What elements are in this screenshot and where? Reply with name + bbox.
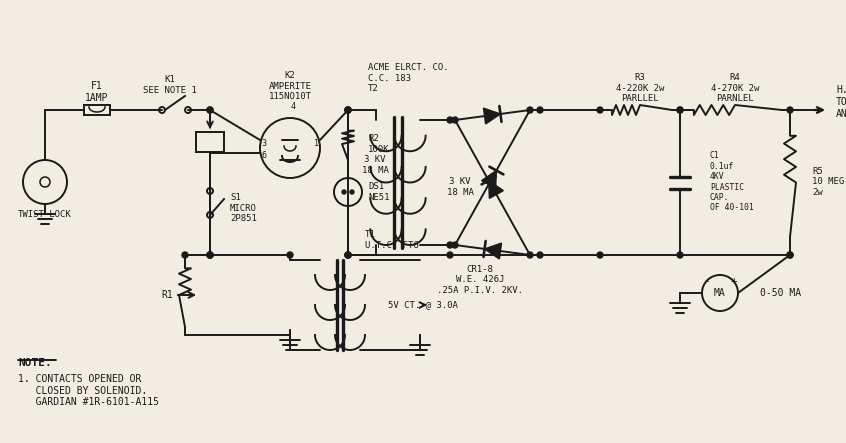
Bar <box>196 132 224 152</box>
Circle shape <box>677 252 683 258</box>
Circle shape <box>345 107 351 113</box>
Circle shape <box>207 107 213 113</box>
Circle shape <box>447 242 453 248</box>
Text: C1
0.1uf
4KV
PLASTIC
CAP.
OF 40-101: C1 0.1uf 4KV PLASTIC CAP. OF 40-101 <box>710 152 754 213</box>
Circle shape <box>447 117 453 123</box>
Text: T1
U.T.C. FT6: T1 U.T.C. FT6 <box>365 230 419 250</box>
Text: K2
AMPERITE
115NO10T: K2 AMPERITE 115NO10T <box>268 71 311 101</box>
Circle shape <box>677 107 683 113</box>
Text: H.V.
TO
ANODE: H.V. TO ANODE <box>836 85 846 119</box>
Circle shape <box>597 252 603 258</box>
Text: 6: 6 <box>261 152 266 160</box>
Text: -: - <box>703 276 710 286</box>
Text: 1: 1 <box>314 140 318 148</box>
Circle shape <box>342 190 346 194</box>
Circle shape <box>597 107 603 113</box>
Circle shape <box>207 252 213 258</box>
Circle shape <box>452 242 458 248</box>
Text: DS1
NE51: DS1 NE51 <box>368 183 389 202</box>
Text: NOTE.: NOTE. <box>18 358 52 368</box>
Circle shape <box>447 252 453 258</box>
Circle shape <box>677 107 683 113</box>
Text: CR1-8
W.E. 426J
.25A P.I.V. 2KV.: CR1-8 W.E. 426J .25A P.I.V. 2KV. <box>437 265 523 295</box>
Bar <box>84 105 110 115</box>
Circle shape <box>537 252 543 258</box>
Circle shape <box>207 252 213 258</box>
Circle shape <box>345 107 351 113</box>
Text: MA: MA <box>714 288 726 298</box>
Circle shape <box>207 107 213 113</box>
Polygon shape <box>485 243 502 259</box>
Text: K1
SEE NOTE 1: K1 SEE NOTE 1 <box>143 75 197 95</box>
Circle shape <box>527 252 533 258</box>
Text: TWIST-LOCK: TWIST-LOCK <box>18 210 72 218</box>
Circle shape <box>527 107 533 113</box>
Polygon shape <box>481 171 497 188</box>
Text: 0-50 MA: 0-50 MA <box>760 288 801 298</box>
Text: ACME ELRCT. CO.
C.C. 183
T2: ACME ELRCT. CO. C.C. 183 T2 <box>368 63 448 93</box>
Text: 1. CONTACTS OPENED OR
   CLOSED BY SOLENOID.
   GARDIAN #1R-6101-A115: 1. CONTACTS OPENED OR CLOSED BY SOLENOID… <box>18 374 159 407</box>
Circle shape <box>207 252 213 258</box>
Text: S1
MICRO
2P851: S1 MICRO 2P851 <box>230 193 257 223</box>
Text: R3
4-220K 2w
PARLLEL: R3 4-220K 2w PARLLEL <box>616 73 664 103</box>
Text: 3 KV
18 MA: 3 KV 18 MA <box>447 177 474 197</box>
Circle shape <box>182 252 188 258</box>
Circle shape <box>537 107 543 113</box>
Text: 5V CT. @ 3.0A: 5V CT. @ 3.0A <box>388 300 458 310</box>
Circle shape <box>452 117 458 123</box>
Circle shape <box>345 107 351 113</box>
Text: R5
10 MEG
2w: R5 10 MEG 2w <box>812 167 844 197</box>
Text: R1: R1 <box>161 290 173 300</box>
Circle shape <box>787 252 793 258</box>
Polygon shape <box>484 108 501 124</box>
Polygon shape <box>489 180 503 198</box>
Circle shape <box>345 252 351 258</box>
Text: 4: 4 <box>290 101 295 110</box>
Circle shape <box>287 252 293 258</box>
Text: 3: 3 <box>261 140 266 148</box>
Text: R4
4-270K 2w
PARNLEL: R4 4-270K 2w PARNLEL <box>711 73 759 103</box>
Circle shape <box>350 190 354 194</box>
Circle shape <box>787 107 793 113</box>
Circle shape <box>345 252 351 258</box>
Text: +: + <box>731 276 738 286</box>
Text: R2
100K: R2 100K <box>368 134 389 154</box>
Text: F1
1AMP: F1 1AMP <box>85 81 109 103</box>
Circle shape <box>787 252 793 258</box>
Text: 3 KV
18 MA: 3 KV 18 MA <box>361 155 388 175</box>
Circle shape <box>345 252 351 258</box>
